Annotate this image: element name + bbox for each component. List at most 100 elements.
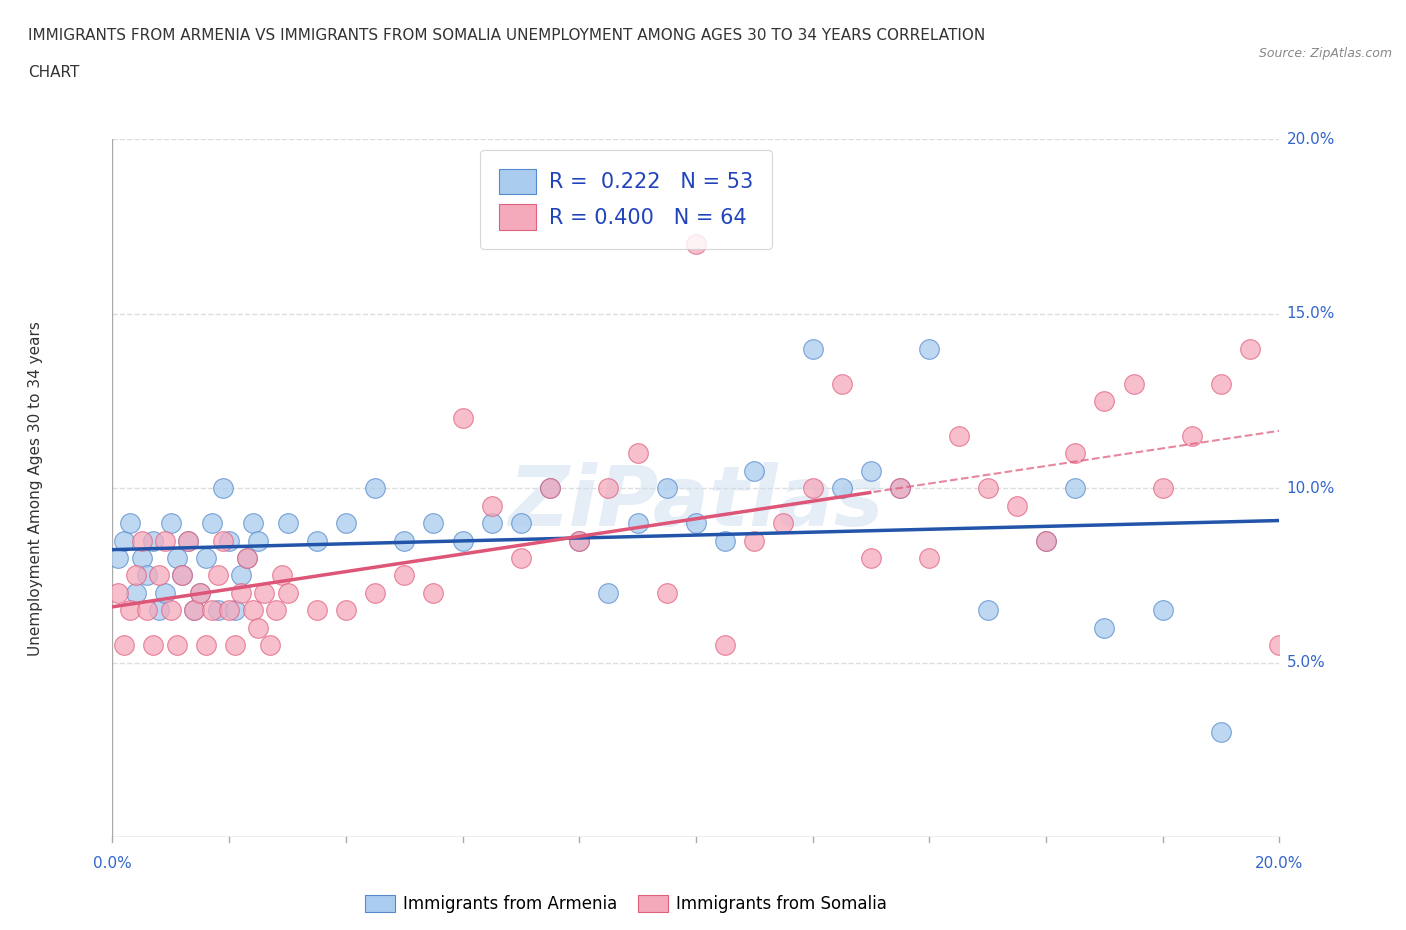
Text: 10.0%: 10.0%: [1286, 481, 1334, 496]
Point: [259, 638, 281, 653]
Point: [125, 586, 148, 601]
Point: [509, 515, 531, 530]
Point: [224, 603, 246, 618]
Point: [177, 533, 200, 548]
Point: [889, 481, 911, 496]
Point: [481, 515, 503, 530]
Point: [131, 533, 153, 548]
Point: [801, 481, 824, 496]
Point: [136, 568, 159, 583]
Point: [889, 481, 911, 496]
Point: [598, 481, 620, 496]
Point: [976, 481, 998, 496]
Point: [242, 515, 264, 530]
Point: [1035, 533, 1057, 548]
Point: [153, 533, 176, 548]
Point: [112, 638, 135, 653]
Point: [422, 515, 444, 530]
Point: [1064, 481, 1087, 496]
Point: [172, 568, 194, 583]
Text: Unemployment Among Ages 30 to 34 years: Unemployment Among Ages 30 to 34 years: [28, 321, 42, 656]
Point: [685, 515, 707, 530]
Point: [131, 551, 153, 565]
Text: CHART: CHART: [28, 65, 80, 80]
Point: [118, 603, 141, 618]
Point: [918, 551, 941, 565]
Point: [229, 568, 252, 583]
Point: [1152, 481, 1174, 496]
Point: [166, 638, 188, 653]
Point: [207, 568, 229, 583]
Point: [166, 551, 188, 565]
Point: [655, 481, 678, 496]
Point: [859, 463, 883, 478]
Point: [1239, 341, 1261, 356]
Point: [481, 498, 503, 513]
Point: [1064, 446, 1087, 461]
Point: [1268, 638, 1291, 653]
Point: [392, 568, 416, 583]
Point: [1005, 498, 1028, 513]
Point: [142, 638, 165, 653]
Point: [305, 603, 328, 618]
Point: [107, 586, 129, 601]
Point: [831, 481, 853, 496]
Point: [160, 603, 183, 618]
Point: [451, 533, 474, 548]
Point: [153, 586, 176, 601]
Point: [509, 551, 531, 565]
Point: [918, 341, 941, 356]
Legend: Immigrants from Armenia, Immigrants from Somalia: Immigrants from Armenia, Immigrants from…: [359, 888, 894, 920]
Text: 20.0%: 20.0%: [1286, 132, 1334, 147]
Point: [188, 586, 211, 601]
Point: [568, 533, 591, 548]
Point: [270, 568, 292, 583]
Point: [276, 515, 298, 530]
Point: [212, 481, 235, 496]
Point: [1181, 429, 1204, 444]
Point: [125, 568, 148, 583]
Point: [112, 533, 135, 548]
Point: [118, 515, 141, 530]
Point: [451, 411, 474, 426]
Point: [201, 515, 224, 530]
Point: [136, 603, 159, 618]
Point: [364, 586, 387, 601]
Point: [276, 586, 298, 601]
Point: [235, 551, 257, 565]
Point: [772, 515, 794, 530]
Point: [212, 533, 235, 548]
Point: [218, 603, 240, 618]
Point: [335, 603, 357, 618]
Point: [1209, 376, 1232, 391]
Point: [1122, 376, 1144, 391]
Text: 0.0%: 0.0%: [93, 856, 132, 870]
Point: [859, 551, 883, 565]
Point: [172, 568, 194, 583]
Point: [1092, 393, 1115, 408]
Point: [201, 603, 224, 618]
Point: [194, 638, 217, 653]
Point: [831, 376, 853, 391]
Point: [183, 603, 205, 618]
Point: [253, 586, 276, 601]
Point: [538, 481, 561, 496]
Point: [229, 586, 252, 601]
Point: [742, 463, 765, 478]
Point: [568, 533, 591, 548]
Point: [714, 533, 737, 548]
Point: [242, 603, 264, 618]
Point: [264, 603, 287, 618]
Point: [194, 551, 217, 565]
Point: [148, 568, 170, 583]
Point: [742, 533, 765, 548]
Point: [247, 620, 270, 635]
Point: [335, 515, 357, 530]
Point: [948, 429, 970, 444]
Point: [685, 237, 707, 252]
Text: Source: ZipAtlas.com: Source: ZipAtlas.com: [1258, 46, 1392, 60]
Point: [148, 603, 170, 618]
Point: [392, 533, 416, 548]
Text: 20.0%: 20.0%: [1256, 856, 1303, 870]
Point: [422, 586, 444, 601]
